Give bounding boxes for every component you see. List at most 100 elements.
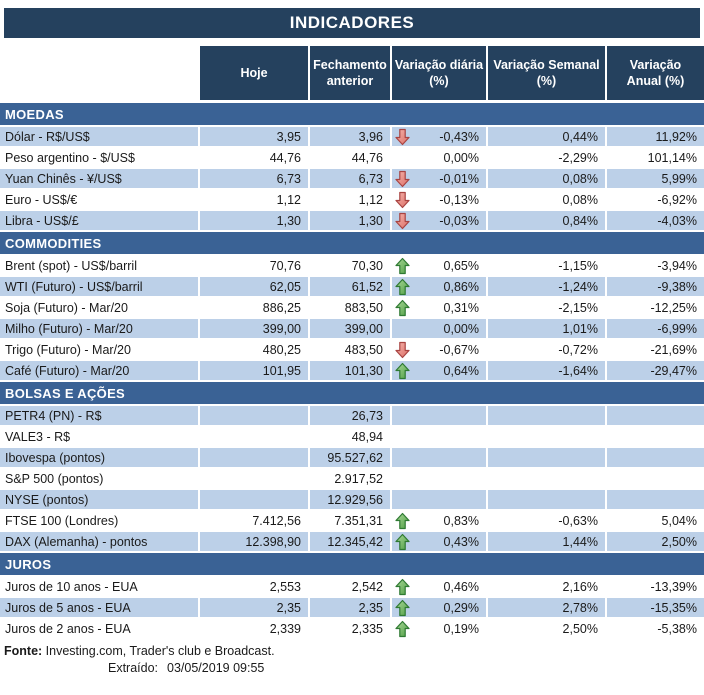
row-label: PETR4 (PN) - R$ [0,406,200,425]
cell-hoje: 2,35 [200,598,310,617]
cell-variacao-semanal: 1,44% [488,532,607,551]
cell-fechamento-anterior: 3,96 [310,127,392,146]
cell-variacao-anual: -9,38% [607,277,704,296]
row-label: WTI (Futuro) - US$/barril [0,277,200,296]
cell-hoje: 44,76 [200,148,310,167]
up-arrow [395,299,410,316]
table-row: Euro - US$/€ 1,12 1,12 -0,13% 0,08% -6,92% [0,190,704,211]
down-arrow [395,191,410,208]
cell-fechamento-anterior: 26,73 [310,406,392,425]
cell-variacao-anual: -15,35% [607,598,704,617]
cell-hoje: 62,05 [200,277,310,296]
cell-variacao-semanal: 2,50% [488,619,607,638]
cell-variacao-anual: -12,25% [607,298,704,317]
report-footer: Fonte: Investing.com, Trader's club e Br… [0,643,704,677]
up-arrow [395,278,410,295]
cell-hoje [200,448,310,467]
extracted-timestamp: 03/05/2019 09:55 [167,661,265,675]
table-row: PETR4 (PN) - R$ 26,73 [0,406,704,427]
cell-variacao-diaria: -0,01% [392,169,488,188]
cell-variacao-semanal: -1,24% [488,277,607,296]
up-arrow-icon [395,533,410,550]
cell-variacao-diaria: 0,31% [392,298,488,317]
section-header-bolsas-e-a-es: BOLSAS E AÇÕES [0,382,704,406]
cell-variacao-semanal [488,469,607,488]
down-arrow [395,170,410,187]
cell-fechamento-anterior: 95.527,62 [310,448,392,467]
cell-fechamento-anterior: 101,30 [310,361,392,380]
down-arrow [395,212,410,229]
up-arrow-icon [395,512,410,529]
indicators-table: MOEDAS Dólar - R$/US$ 3,95 3,96 -0,43% 0,44% 1… [0,103,704,640]
cell-hoje: 399,00 [200,319,310,338]
row-label: Peso argentino - $/US$ [0,148,200,167]
cell-variacao-diaria: -0,03% [392,211,488,230]
cell-variacao-diaria: -0,67% [392,340,488,359]
up-arrow [395,599,410,616]
cell-variacao-anual [607,406,704,425]
extracted-line: Extraído: 03/05/2019 09:55 [0,660,704,677]
cell-hoje [200,490,310,509]
row-label: VALE3 - R$ [0,427,200,446]
cell-variacao-anual [607,427,704,446]
cell-fechamento-anterior: 70,30 [310,256,392,275]
cell-fechamento-anterior: 2,35 [310,598,392,617]
cell-variacao-anual: -21,69% [607,340,704,359]
cell-variacao-semanal: 0,08% [488,190,607,209]
table-row: S&P 500 (pontos) 2.917,52 [0,469,704,490]
row-label: Ibovespa (pontos) [0,448,200,467]
cell-variacao-anual: -6,99% [607,319,704,338]
cell-fechamento-anterior: 44,76 [310,148,392,167]
table-row: Dólar - R$/US$ 3,95 3,96 -0,43% 0,44% 11,92% [0,127,704,148]
cell-variacao-semanal [488,406,607,425]
row-label: FTSE 100 (Londres) [0,511,200,530]
cell-variacao-anual [607,490,704,509]
cell-fechamento-anterior: 2.917,52 [310,469,392,488]
row-label: Soja (Futuro) - Mar/20 [0,298,200,317]
up-arrow [395,620,410,637]
cell-fechamento-anterior: 7.351,31 [310,511,392,530]
cell-variacao-anual: 2,50% [607,532,704,551]
row-label: Café (Futuro) - Mar/20 [0,361,200,380]
cell-variacao-diaria: 0,19% [392,619,488,638]
up-arrow-icon [395,257,410,274]
row-label: Juros de 5 anos - EUA [0,598,200,617]
cell-variacao-diaria: 0,43% [392,532,488,551]
cell-variacao-diaria: 0,65% [392,256,488,275]
down-arrow [395,341,410,358]
cell-hoje: 3,95 [200,127,310,146]
cell-variacao-anual: 5,04% [607,511,704,530]
row-label: Brent (spot) - US$/barril [0,256,200,275]
row-label: Euro - US$/€ [0,190,200,209]
column-header-variacao-diaria: Variação diária (%) [392,46,488,100]
cell-variacao-semanal: -1,15% [488,256,607,275]
cell-variacao-semanal: 2,78% [488,598,607,617]
table-row: Juros de 2 anos - EUA 2,339 2,335 0,19% 2,50… [0,619,704,640]
up-arrow-icon [395,578,410,595]
column-header-hoje: Hoje [200,46,310,100]
cell-variacao-semanal [488,448,607,467]
table-row: Juros de 10 anos - EUA 2,553 2,542 0,46% 2,1… [0,577,704,598]
cell-fechamento-anterior: 2,542 [310,577,392,596]
row-label: S&P 500 (pontos) [0,469,200,488]
table-row: Ibovespa (pontos) 95.527,62 [0,448,704,469]
cell-variacao-diaria: 0,83% [392,511,488,530]
cell-hoje: 2,339 [200,619,310,638]
row-label: Libra - US$/£ [0,211,200,230]
row-label: Juros de 2 anos - EUA [0,619,200,638]
down-arrow [395,128,410,145]
table-row: Peso argentino - $/US$ 44,76 44,76 0,00% -2,… [0,148,704,169]
report-title-bar: INDICADORES [4,8,700,38]
cell-variacao-anual: -5,38% [607,619,704,638]
cell-hoje [200,406,310,425]
cell-variacao-semanal: -2,29% [488,148,607,167]
table-row: Brent (spot) - US$/barril 70,76 70,30 0,65%… [0,256,704,277]
extracted-label: Extraído: [108,661,159,675]
table-row: Yuan Chinês - ¥/US$ 6,73 6,73 -0,01% 0,08% 5,… [0,169,704,190]
down-arrow-icon [395,170,410,187]
row-label: DAX (Alemanha) - pontos [0,532,200,551]
column-header-variacao-semanal: Variação Semanal (%) [488,46,607,100]
cell-variacao-diaria: 0,00% [392,148,488,167]
cell-fechamento-anterior: 12.345,42 [310,532,392,551]
cell-variacao-semanal: 0,08% [488,169,607,188]
